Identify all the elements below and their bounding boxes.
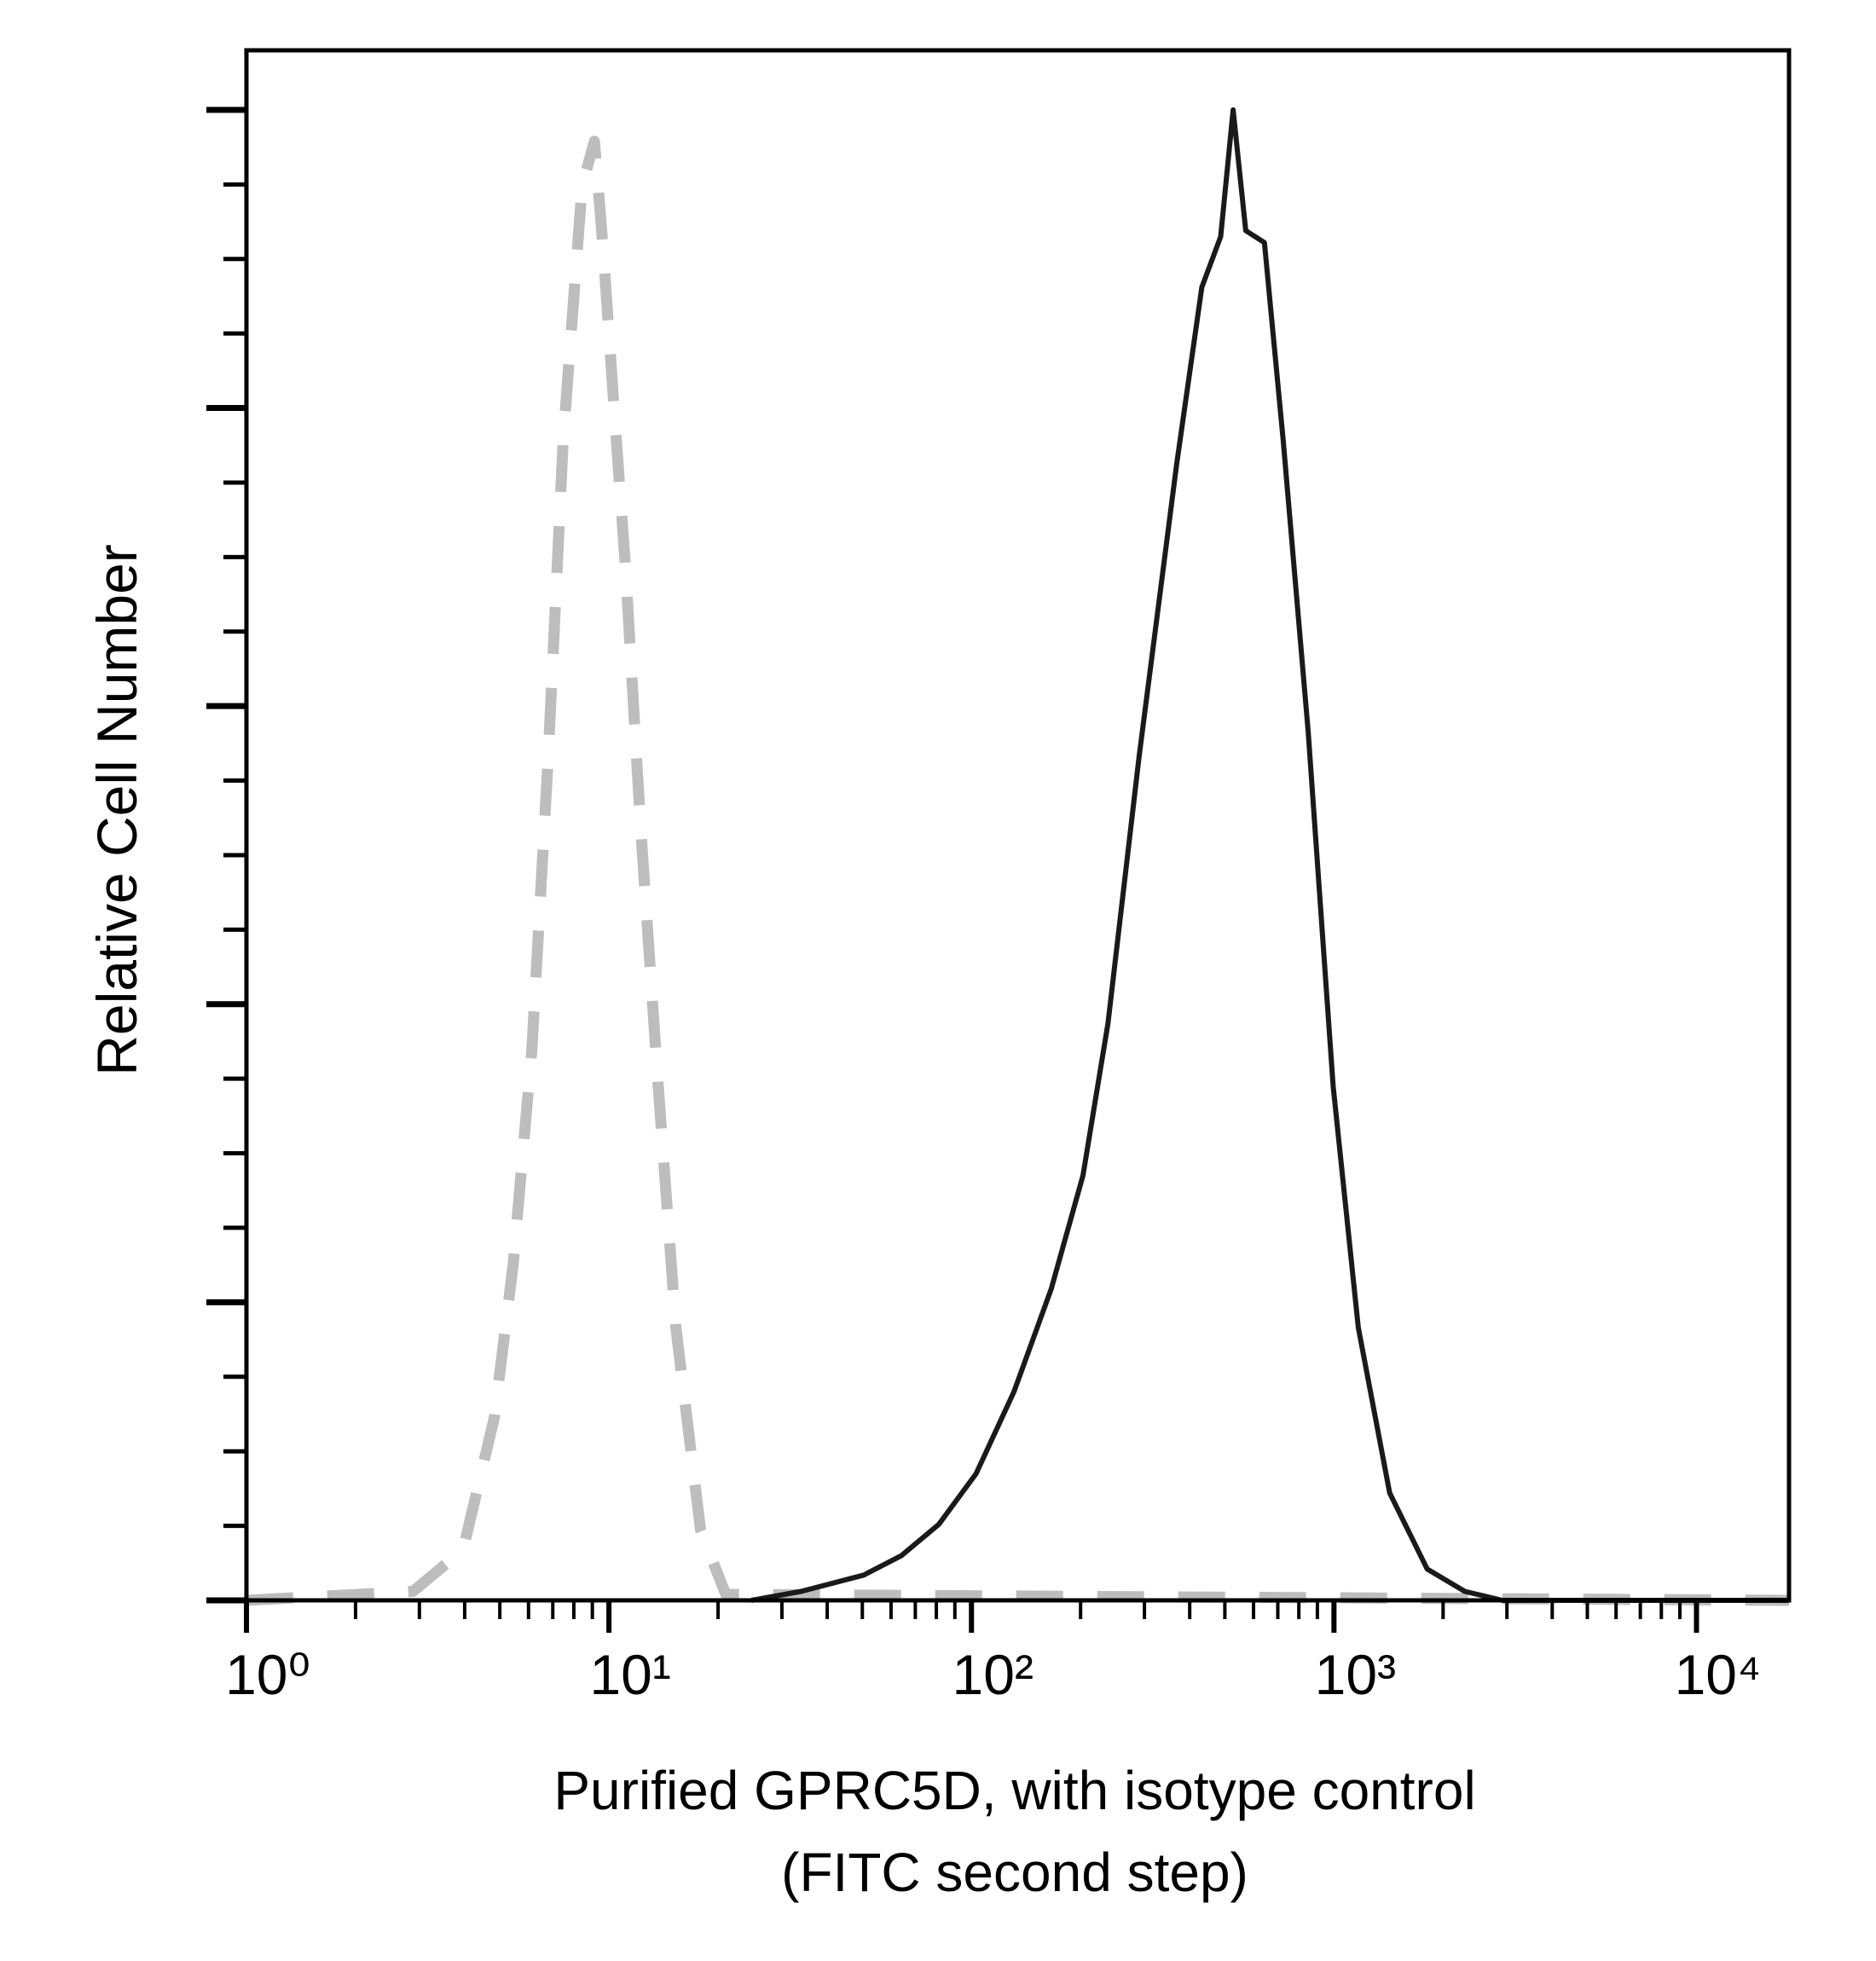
sample-line xyxy=(750,107,1789,1603)
x-axis-label: Purified GPRC5D, with isotype control xyxy=(553,1760,1475,1821)
x-tick-label: 10⁴ xyxy=(1675,1643,1762,1706)
plot-frame xyxy=(244,48,1792,1603)
x-tick-label: 10⁰ xyxy=(225,1643,310,1706)
control-line xyxy=(246,136,1790,1606)
x-tick-label: 10¹ xyxy=(589,1643,670,1706)
y-axis-label: Relative Cell Number xyxy=(85,544,148,1076)
x-tick-label: 10² xyxy=(952,1643,1034,1706)
x-tick-label: 10³ xyxy=(1315,1643,1396,1706)
x-axis-label: (FITC second step) xyxy=(781,1842,1248,1903)
